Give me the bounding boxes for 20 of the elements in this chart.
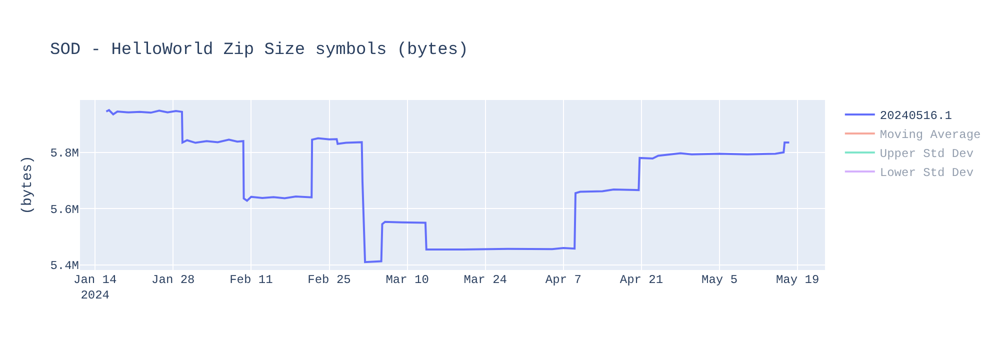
y-tick-label: 5.6M bbox=[50, 202, 79, 217]
x-tick-label: Apr 21 bbox=[620, 273, 664, 287]
x-tick-label: Feb 11 bbox=[230, 273, 273, 287]
x-tick-label: Mar 24 bbox=[464, 273, 507, 287]
legend-label: 20240516.1 bbox=[880, 109, 952, 124]
y-tick-label: 5.8M bbox=[50, 146, 79, 161]
chart-title: SOD - HelloWorld Zip Size symbols (bytes) bbox=[50, 40, 468, 60]
x-tick-label: May 19 bbox=[776, 273, 820, 287]
x-tick-label: Jan 28 bbox=[152, 273, 195, 287]
x-tick-label: Mar 10 bbox=[386, 273, 429, 287]
x-tick-label: May 5 bbox=[702, 273, 738, 287]
x-tick-label: Apr 7 bbox=[545, 273, 582, 287]
x-tick-label: Feb 25 bbox=[308, 273, 351, 287]
line-series bbox=[105, 109, 790, 264]
legend-label: Upper Std Dev bbox=[880, 147, 974, 162]
y-tick-label: 5.4M bbox=[50, 259, 79, 274]
x-tick-label: Jan 14 2024 bbox=[73, 273, 117, 303]
legend-label: Lower Std Dev bbox=[880, 166, 974, 180]
y-axis-title: (bytes) bbox=[20, 156, 36, 214]
legend-label: Moving Average bbox=[880, 128, 981, 142]
